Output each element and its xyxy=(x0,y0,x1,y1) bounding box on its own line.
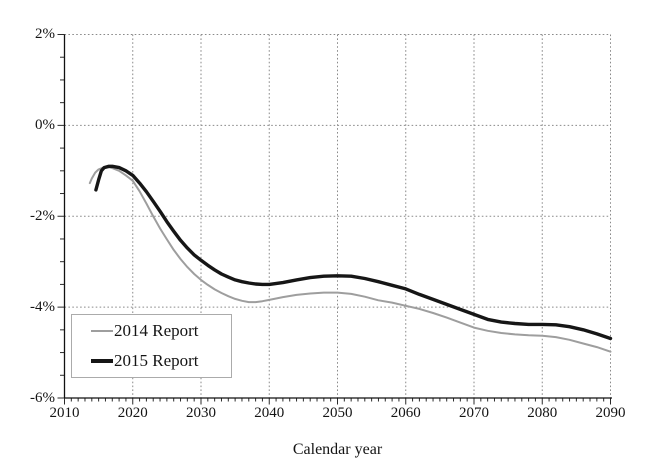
x-tick-label: 2090 xyxy=(595,405,626,421)
legend-line-swatch-2015 xyxy=(91,359,113,363)
y-tick-label: 2% xyxy=(35,26,55,42)
x-tick-label: 2020 xyxy=(117,405,148,421)
x-tick-label: 2040 xyxy=(254,405,285,421)
legend-item-2015-report: 2015 Report xyxy=(91,348,231,375)
legend-label-2015: 2015 Report xyxy=(114,351,199,370)
x-tick-label: 2010 xyxy=(49,405,80,421)
legend-label-2014: 2014 Report xyxy=(114,321,199,340)
x-tick-label: 2050 xyxy=(322,405,353,421)
legend-item-2014-report: 2014 Report xyxy=(91,318,231,345)
legend: 2014 Report 2015 Report xyxy=(71,314,232,378)
y-tick-label: -6% xyxy=(30,389,55,406)
y-tick-label: 0% xyxy=(35,116,55,133)
x-tick-label: 2070 xyxy=(459,405,489,421)
x-tick-label: 2080 xyxy=(527,405,558,421)
x-axis-title: Calendar year xyxy=(292,441,383,458)
series-line-2015-report xyxy=(94,164,613,341)
y-tick-label: -4% xyxy=(30,298,55,315)
series-line-2014-report xyxy=(88,166,612,353)
x-tick-label: 2060 xyxy=(390,405,421,421)
y-tick-label: -2% xyxy=(30,207,55,224)
x-tick-label: 2030 xyxy=(186,405,216,421)
legend-line-swatch-2014 xyxy=(91,330,113,332)
